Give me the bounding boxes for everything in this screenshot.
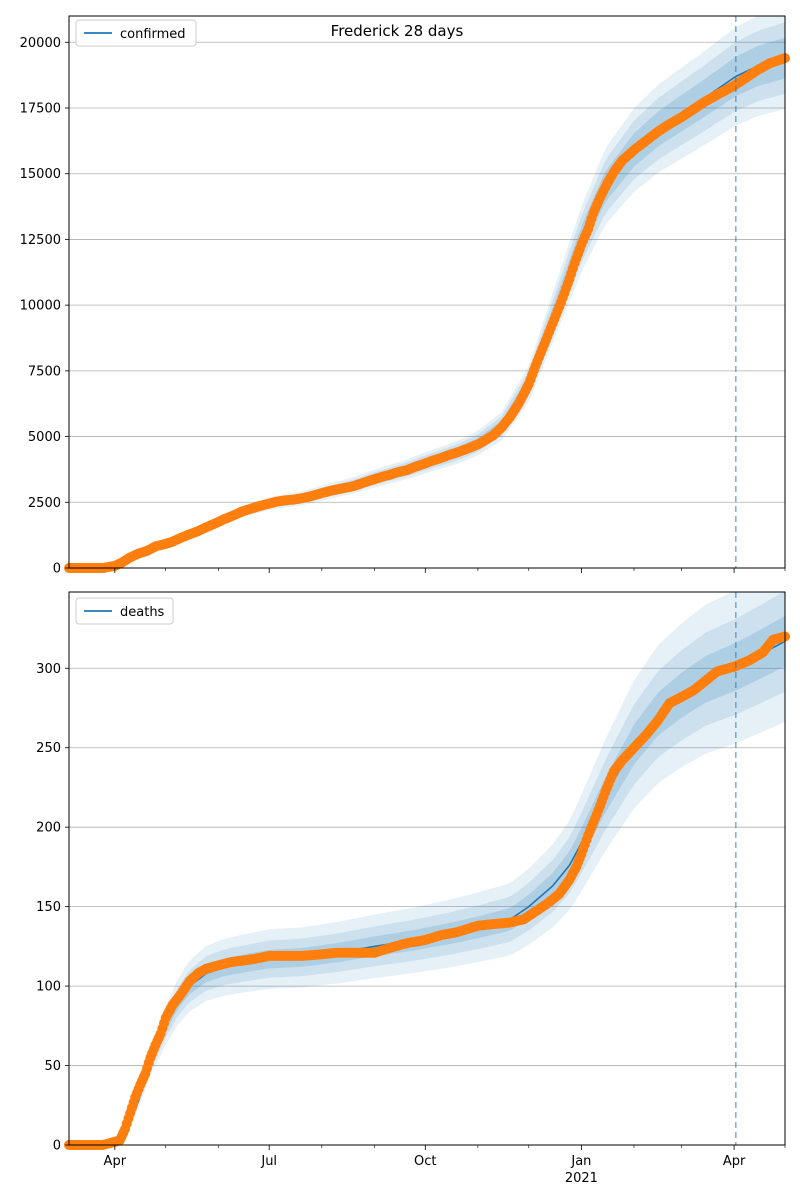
x-tick-label: Apr (104, 1154, 127, 1169)
deaths-y-tick-label: 0 (53, 1139, 61, 1154)
deaths-grid (69, 667, 785, 1066)
confirmed-y-tick-label: 15000 (20, 167, 61, 182)
confirmed-legend-label: confirmed (120, 27, 186, 42)
x-tick-label: Oct (414, 1154, 436, 1169)
deaths-y-tick-label: 200 (36, 821, 61, 836)
confirmed-y-tick-label: 12500 (20, 233, 61, 248)
deaths-y-ticks: 0 50 100 150 200 250 300 (36, 662, 69, 1154)
confirmed-y-tick-label: 0 (53, 562, 61, 577)
confirmed-panel: 0 2500 5000 7500 10000 12500 15000 17500 20000 c… (20, 15, 790, 577)
deaths-y-tick-label: 250 (36, 741, 61, 756)
confirmed-bands (69, 16, 785, 568)
confirmed-y-tick-label: 5000 (28, 430, 61, 445)
chart-title: Frederick 28 days (331, 22, 464, 40)
confirmed-frame (68, 15, 786, 569)
confirmed-grid (69, 41, 785, 503)
confirmed-y-tick-label: 2500 (28, 496, 61, 511)
confirmed-points (64, 53, 790, 573)
x-tick-label: Jul (260, 1154, 277, 1169)
deaths-x-ticks: Apr Jul Oct Jan 2021 Apr (104, 1145, 786, 1186)
confirmed-axes-frame (68, 15, 786, 569)
confirmed-uncertainty-band (69, 16, 785, 568)
deaths-y-tick-label: 100 (36, 980, 61, 995)
deaths-y-tick-label: 300 (36, 662, 61, 677)
x-tick-label: Apr (723, 1154, 746, 1169)
confirmed-y-ticks: 0 2500 5000 7500 10000 12500 15000 17500 20000 (20, 36, 69, 577)
deaths-legend-label: deaths (120, 605, 165, 620)
deaths-axes-frame (68, 591, 786, 1146)
deaths-points (64, 631, 790, 1150)
x-tick-year-label: 2021 (565, 1171, 598, 1186)
confirmed-y-tick-label: 17500 (20, 102, 61, 117)
confirmed-y-tick-label: 10000 (20, 299, 61, 314)
deaths-panel: 0 50 100 150 200 250 300 Apr Jul Oct Jan 2021 Apr d… (36, 591, 790, 1186)
confirmed-y-tick-label: 7500 (28, 364, 61, 379)
confirmed-x-ticks (114, 568, 786, 573)
deaths-legend: deaths (75, 597, 174, 625)
deaths-uncertainty-band (69, 592, 785, 1145)
deaths-y-tick-label: 150 (36, 900, 61, 915)
deaths-bands (69, 592, 785, 1145)
x-tick-label: Jan (570, 1154, 591, 1169)
confirmed-y-tick-label: 20000 (20, 36, 61, 51)
confirmed-legend: confirmed (75, 19, 197, 47)
deaths-y-tick-label: 50 (44, 1059, 61, 1074)
deaths-frame (68, 591, 786, 1146)
